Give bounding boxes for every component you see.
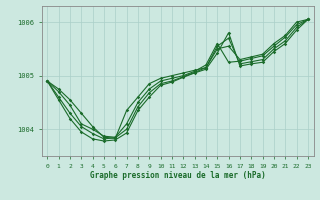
X-axis label: Graphe pression niveau de la mer (hPa): Graphe pression niveau de la mer (hPa) <box>90 171 266 180</box>
